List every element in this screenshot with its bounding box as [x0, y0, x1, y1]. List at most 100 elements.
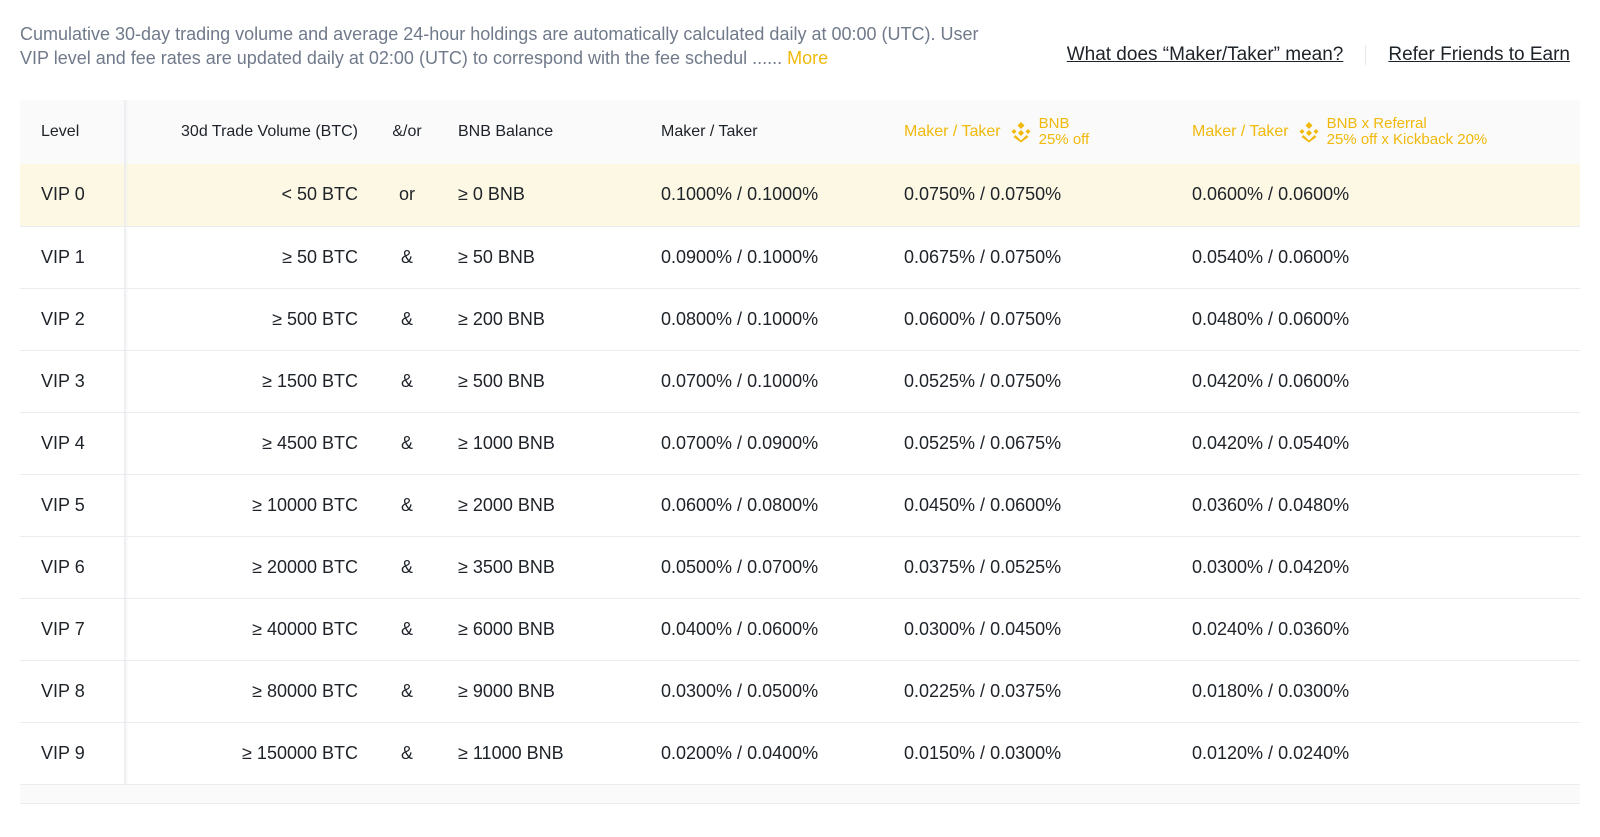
bnb-balance-cell: ≥ 500 BNB [458, 370, 545, 391]
maker-taker-referral-cell: 0.0600% / 0.0600% [1192, 184, 1350, 205]
notice-text: Cumulative 30-day trading volume and ave… [20, 24, 979, 68]
and-or-cell: & [400, 680, 413, 701]
table-row: VIP 2 ≥ 500 BTC & ≥ 200 BNB 0.0800% / 0.1000… [20, 288, 1580, 350]
bnb-balance-cell: ≥ 0 BNB [458, 184, 525, 205]
bnb-logo-icon [1299, 121, 1319, 143]
maker-taker-bnb-cell: 0.0675% / 0.0750% [904, 246, 1062, 267]
maker-taker-cell: 0.0900% / 0.1000% [661, 246, 819, 267]
maker-taker-cell: 0.0800% / 0.1000% [661, 308, 819, 329]
fee-schedule-notice: Cumulative 30-day trading volume and ave… [20, 22, 980, 70]
header-maker-taker-ref-label: Maker / Taker [1192, 123, 1289, 140]
header-bnb-balance: BNB Balance [458, 123, 554, 140]
trade-volume-cell: ≥ 20000 BTC [252, 556, 358, 577]
trade-volume-cell: ≥ 40000 BTC [252, 618, 358, 639]
level-cell: VIP 1 [20, 226, 128, 288]
header-ref-line1: BNB x Referral [1326, 115, 1427, 132]
header-bnb-line1: BNB [1038, 115, 1070, 132]
and-or-cell: or [398, 184, 415, 205]
maker-taker-bnb-cell: 0.0375% / 0.0525% [904, 556, 1062, 577]
header-referral-discount: BNB x Referral 25% off x Kickback 20% [1327, 116, 1488, 148]
table-row: VIP 0 < 50 BTC or ≥ 0 BNB 0.1000% / 0.1000% 0… [20, 164, 1580, 226]
maker-taker-bnb-cell: 0.0300% / 0.0450% [904, 618, 1062, 639]
table-row: VIP 7 ≥ 40000 BTC & ≥ 6000 BNB 0.0400% / 0.0… [20, 598, 1580, 660]
trade-volume-cell: ≥ 80000 BTC [252, 680, 358, 701]
maker-taker-bnb-cell: 0.0600% / 0.0750% [904, 308, 1062, 329]
maker-taker-bnb-cell: 0.0525% / 0.0675% [904, 432, 1062, 453]
maker-taker-cell: 0.1000% / 0.1000% [661, 184, 819, 205]
link-divider [1365, 45, 1367, 65]
bnb-balance-cell: ≥ 2000 BNB [458, 494, 555, 515]
header-bnb-line2: 25% off [1038, 131, 1090, 148]
level-cell: VIP 0 [20, 164, 128, 226]
bnb-logo-icon [1011, 121, 1031, 143]
maker-taker-referral-cell: 0.0360% / 0.0480% [1192, 494, 1350, 515]
maker-taker-referral-cell: 0.0300% / 0.0420% [1192, 556, 1350, 577]
level-cell: VIP 7 [20, 598, 128, 660]
level-cell: VIP 6 [20, 536, 128, 598]
header-trade-volume: 30d Trade Volume (BTC) [181, 123, 358, 140]
maker-taker-cell: 0.0500% / 0.0700% [661, 556, 819, 577]
and-or-cell: & [400, 494, 413, 515]
refer-friends-link[interactable]: Refer Friends to Earn [1388, 44, 1570, 65]
trade-volume-cell: ≥ 10000 BTC [252, 494, 358, 515]
and-or-cell: & [400, 742, 413, 763]
maker-taker-referral-cell: 0.0120% / 0.0240% [1192, 742, 1350, 763]
maker-taker-bnb-cell: 0.0750% / 0.0750% [904, 184, 1062, 205]
maker-taker-cell: 0.0700% / 0.1000% [661, 370, 819, 391]
trade-volume-cell: ≥ 4500 BTC [262, 432, 358, 453]
and-or-cell: & [400, 618, 413, 639]
maker-taker-referral-cell: 0.0420% / 0.0600% [1192, 370, 1350, 391]
vip-fee-table: Level 30d Trade Volume (BTC) &/or BNB Ba… [20, 100, 1580, 785]
more-link[interactable]: More [787, 48, 829, 68]
header-maker-taker: Maker / Taker [661, 123, 758, 140]
and-or-cell: & [400, 308, 413, 329]
trade-volume-cell: ≥ 150000 BTC [242, 742, 358, 763]
header-maker-taker-bnb: Maker / Taker BNB 25% off [904, 100, 1192, 164]
maker-taker-bnb-cell: 0.0225% / 0.0375% [904, 680, 1062, 701]
maker-taker-referral-cell: 0.0240% / 0.0360% [1192, 618, 1350, 639]
maker-taker-bnb-cell: 0.0150% / 0.0300% [904, 742, 1062, 763]
bnb-balance-cell: ≥ 3500 BNB [458, 556, 555, 577]
maker-taker-referral-cell: 0.0540% / 0.0600% [1192, 246, 1350, 267]
header-bnb-discount: BNB 25% off [1039, 116, 1090, 148]
maker-taker-cell: 0.0300% / 0.0500% [661, 680, 819, 701]
maker-taker-cell: 0.0700% / 0.0900% [661, 432, 819, 453]
header-level: Level [20, 100, 128, 164]
and-or-cell: & [400, 556, 413, 577]
bnb-balance-cell: ≥ 11000 BNB [458, 742, 564, 763]
bnb-balance-cell: ≥ 50 BNB [458, 246, 535, 267]
maker-taker-referral-cell: 0.0180% / 0.0300% [1192, 680, 1350, 701]
level-cell: VIP 8 [20, 660, 128, 722]
top-links: What does “Maker/Taker” mean? Refer Frie… [1067, 44, 1570, 66]
and-or-cell: & [400, 246, 413, 267]
table-row: VIP 5 ≥ 10000 BTC & ≥ 2000 BNB 0.0600% / 0.0… [20, 474, 1580, 536]
table-row: VIP 1 ≥ 50 BTC & ≥ 50 BNB 0.0900% / 0.1000% 0… [20, 226, 1580, 288]
table-footer [20, 785, 1580, 804]
maker-taker-cell: 0.0400% / 0.0600% [661, 618, 819, 639]
trade-volume-cell: ≥ 50 BTC [282, 246, 358, 267]
maker-taker-referral-cell: 0.0420% / 0.0540% [1192, 432, 1350, 453]
maker-taker-cell: 0.0600% / 0.0800% [661, 494, 819, 515]
header-maker-taker-bnb-label: Maker / Taker [904, 123, 1001, 140]
table-header-row: Level 30d Trade Volume (BTC) &/or BNB Ba… [20, 100, 1580, 164]
bnb-balance-cell: ≥ 200 BNB [458, 308, 545, 329]
maker-taker-bnb-cell: 0.0450% / 0.0600% [904, 494, 1062, 515]
table-row: VIP 4 ≥ 4500 BTC & ≥ 1000 BNB 0.0700% / 0.09… [20, 412, 1580, 474]
maker-taker-bnb-cell: 0.0525% / 0.0750% [904, 370, 1062, 391]
table-row: VIP 9 ≥ 150000 BTC & ≥ 11000 BNB 0.0200% / 0… [20, 722, 1580, 784]
header-maker-taker-referral: Maker / Taker BNB x Referral 25% off x K… [1192, 100, 1580, 164]
and-or-cell: & [400, 432, 413, 453]
maker-taker-help-link[interactable]: What does “Maker/Taker” mean? [1066, 44, 1344, 65]
header-and-or: &/or [392, 123, 422, 140]
maker-taker-cell: 0.0200% / 0.0400% [661, 742, 819, 763]
level-cell: VIP 5 [20, 474, 128, 536]
table-row: VIP 6 ≥ 20000 BTC & ≥ 3500 BNB 0.0500% / 0.0… [20, 536, 1580, 598]
level-cell: VIP 3 [20, 350, 128, 412]
level-cell: VIP 9 [20, 722, 128, 784]
maker-taker-referral-cell: 0.0480% / 0.0600% [1192, 308, 1350, 329]
bnb-balance-cell: ≥ 6000 BNB [458, 618, 555, 639]
level-cell: VIP 4 [20, 412, 128, 474]
table-row: VIP 3 ≥ 1500 BTC & ≥ 500 BNB 0.0700% / 0.100… [20, 350, 1580, 412]
table-row: VIP 8 ≥ 80000 BTC & ≥ 9000 BNB 0.0300% / 0.0… [20, 660, 1580, 722]
trade-volume-cell: ≥ 500 BTC [272, 308, 358, 329]
